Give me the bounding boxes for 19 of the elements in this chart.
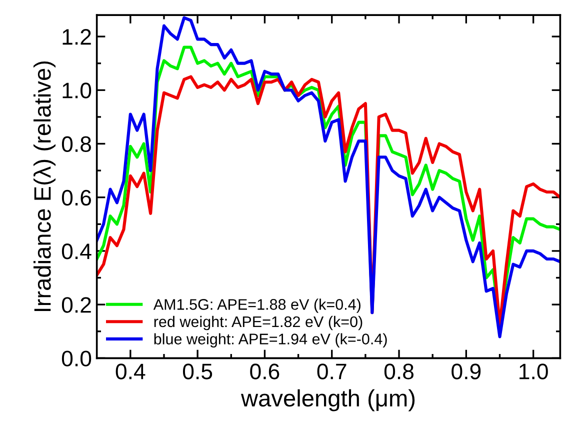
legend-label: AM1.5G: APE=1.88 eV (k=0.4) (153, 298, 360, 313)
x-tick-label: 0.5 (182, 364, 212, 380)
x-tick-label: 1.0 (520, 364, 548, 380)
y-axis-title: Irradiance E(λ) (relative) (34, 61, 56, 312)
legend-label: red weight: APE=1.82 eV (k=0) (154, 316, 362, 330)
y-tick-label: 0.4 (62, 243, 92, 260)
y-tick-label: 0.0 (62, 350, 92, 366)
legend-label: blue weight: APE=1.94 eV (k=-0.4) (154, 333, 387, 348)
y-tick-label: 0.2 (62, 297, 91, 313)
x-tick-label: 0.4 (116, 364, 146, 380)
x-tick-label: 0.9 (452, 364, 481, 380)
x-tick-label: 0.6 (250, 364, 280, 380)
y-tick-label: 0.8 (62, 136, 92, 152)
x-tick-label: 0.8 (384, 364, 414, 380)
y-tick-label: 0.6 (62, 190, 91, 206)
x-tick-label: 0.7 (317, 364, 346, 380)
y-tick-label: 1.0 (62, 82, 92, 98)
x-axis-title: wavelength (μm) (240, 389, 415, 412)
y-tick-label: 1.2 (62, 29, 91, 45)
